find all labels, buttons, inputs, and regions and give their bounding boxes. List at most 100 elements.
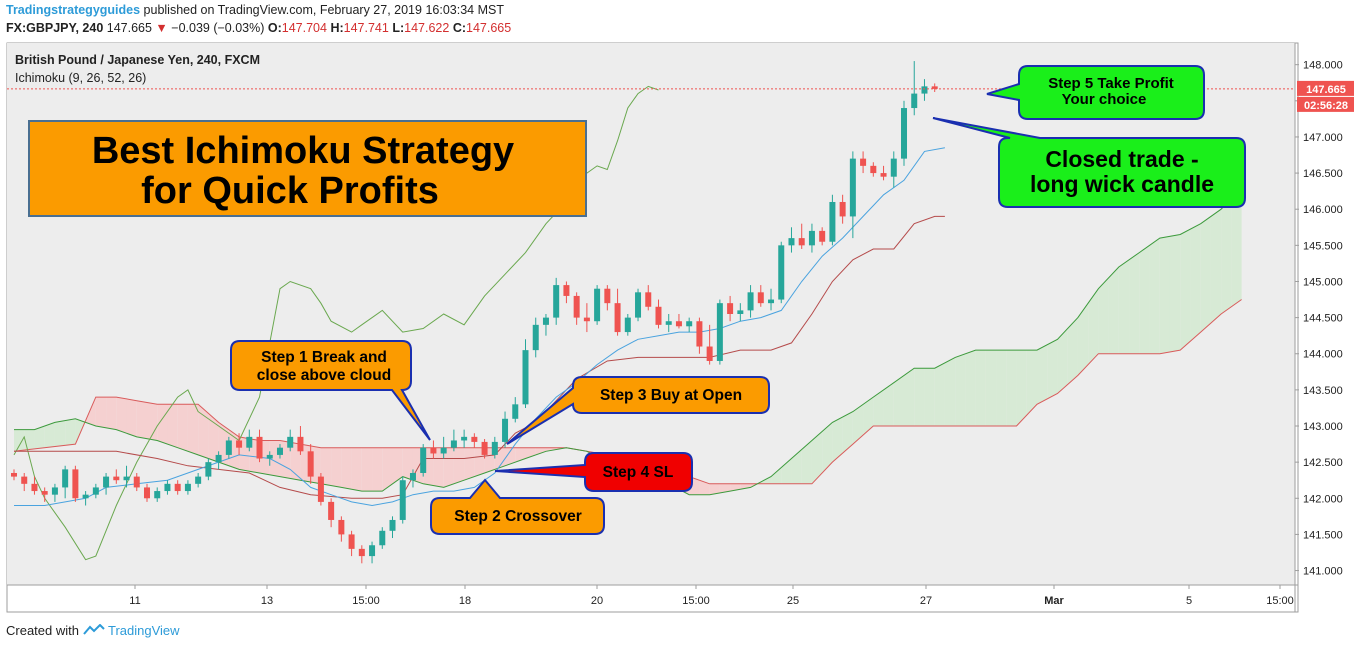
candle-body[interactable] [82, 494, 89, 499]
candle-body[interactable] [205, 462, 212, 477]
candle-body[interactable] [819, 230, 826, 242]
candle-body[interactable] [890, 158, 897, 177]
candle-body[interactable] [706, 346, 713, 361]
candle-body[interactable] [256, 436, 263, 459]
candle-body[interactable] [72, 469, 79, 499]
candle-body[interactable] [542, 317, 549, 325]
publisher-name[interactable]: Tradingstrategyguides [6, 3, 141, 17]
candle-body[interactable] [430, 447, 437, 454]
candle-body[interactable] [420, 447, 427, 473]
candle-body[interactable] [369, 545, 376, 557]
candle-body[interactable] [696, 321, 703, 347]
candle-body[interactable] [532, 324, 539, 351]
candle-body[interactable] [266, 454, 273, 459]
candle-body[interactable] [502, 418, 509, 442]
candle-body[interactable] [808, 230, 815, 246]
candle-body[interactable] [328, 501, 335, 520]
candle-body[interactable] [276, 447, 283, 455]
candle-body[interactable] [583, 317, 590, 322]
candle-body[interactable] [358, 548, 365, 557]
candles[interactable] [11, 61, 938, 564]
cloud-segment [65, 418, 76, 446]
candle-body[interactable] [481, 441, 488, 455]
candle-body[interactable] [92, 487, 99, 495]
time-axis[interactable]: 11 13 15:00 18 20 15:00 25 27 Mar 5 15:00 [129, 585, 1294, 607]
candle-body[interactable] [236, 440, 243, 448]
candle-body[interactable] [665, 321, 672, 325]
candle-body[interactable] [911, 93, 918, 109]
candle-body[interactable] [778, 245, 785, 300]
candle-body[interactable] [389, 519, 396, 531]
candle-body[interactable] [154, 491, 161, 499]
candle-body[interactable] [195, 476, 202, 484]
candle-body[interactable] [31, 483, 38, 492]
candle-body[interactable] [143, 487, 150, 499]
candle-body[interactable] [655, 306, 662, 325]
candle-body[interactable] [686, 321, 693, 327]
candle-body[interactable] [839, 201, 846, 217]
candle-body[interactable] [829, 201, 836, 242]
candle-body[interactable] [133, 476, 140, 488]
candle-body[interactable] [21, 476, 28, 484]
candle-body[interactable] [450, 440, 457, 448]
candle-body[interactable] [246, 436, 253, 448]
candle-body[interactable] [880, 173, 887, 177]
candle-body[interactable] [409, 472, 416, 481]
candle-body[interactable] [399, 480, 406, 520]
candle-body[interactable] [307, 451, 314, 477]
price-axis[interactable]: 141.000 141.500 142.000 142.500 143.000 143.5… [1295, 60, 1343, 578]
tradingview-brand[interactable]: TradingView [108, 623, 180, 638]
candle-body[interactable] [860, 158, 867, 166]
candle-body[interactable] [901, 108, 908, 159]
candle-body[interactable] [51, 487, 58, 495]
candle-body[interactable] [461, 436, 468, 441]
candle-body[interactable] [512, 404, 519, 419]
candle-body[interactable] [849, 158, 856, 217]
candle-body[interactable] [788, 238, 795, 246]
candle-body[interactable] [471, 436, 478, 442]
candle-body[interactable] [747, 292, 754, 311]
candle-body[interactable] [113, 476, 120, 481]
candle-body[interactable] [798, 238, 805, 246]
candle-body[interactable] [870, 165, 877, 174]
candle-body[interactable] [727, 303, 734, 314]
candle-body[interactable] [164, 483, 171, 492]
candle-body[interactable] [675, 321, 682, 327]
candle-body[interactable] [174, 483, 181, 492]
candle-body[interactable] [440, 447, 447, 454]
candle-body[interactable] [553, 285, 560, 318]
candle-body[interactable] [594, 288, 601, 322]
candle-body[interactable] [768, 299, 775, 304]
candle-body[interactable] [921, 86, 928, 94]
candle-body[interactable] [11, 472, 17, 477]
candle-body[interactable] [604, 288, 611, 304]
price-tick-label: 146.500 [1303, 168, 1343, 180]
candle-body[interactable] [614, 303, 621, 333]
candle-body[interactable] [645, 292, 652, 307]
candle-body[interactable] [716, 303, 723, 361]
candle-body[interactable] [491, 441, 498, 455]
candle-body[interactable] [931, 86, 938, 89]
candle-body[interactable] [215, 454, 222, 463]
candle-body[interactable] [573, 295, 580, 318]
candle-body[interactable] [737, 310, 744, 314]
candle-body[interactable] [184, 483, 191, 492]
candle-body[interactable] [338, 519, 345, 535]
candle-body[interactable] [379, 530, 386, 546]
candle-body[interactable] [287, 436, 294, 448]
candle-body[interactable] [624, 317, 631, 333]
candle-body[interactable] [563, 285, 570, 296]
candle-body[interactable] [297, 436, 304, 452]
cloud-segment [106, 397, 117, 430]
candle-body[interactable] [635, 292, 642, 318]
candle-body[interactable] [522, 350, 529, 405]
candle-body[interactable] [317, 476, 324, 502]
candle-body[interactable] [757, 292, 764, 304]
candle-body[interactable] [225, 440, 232, 455]
candle-body[interactable] [348, 534, 355, 549]
candle-body[interactable] [62, 469, 69, 488]
candle-body[interactable] [41, 491, 48, 495]
candle-body[interactable] [103, 476, 110, 488]
candle-body[interactable] [123, 476, 130, 481]
